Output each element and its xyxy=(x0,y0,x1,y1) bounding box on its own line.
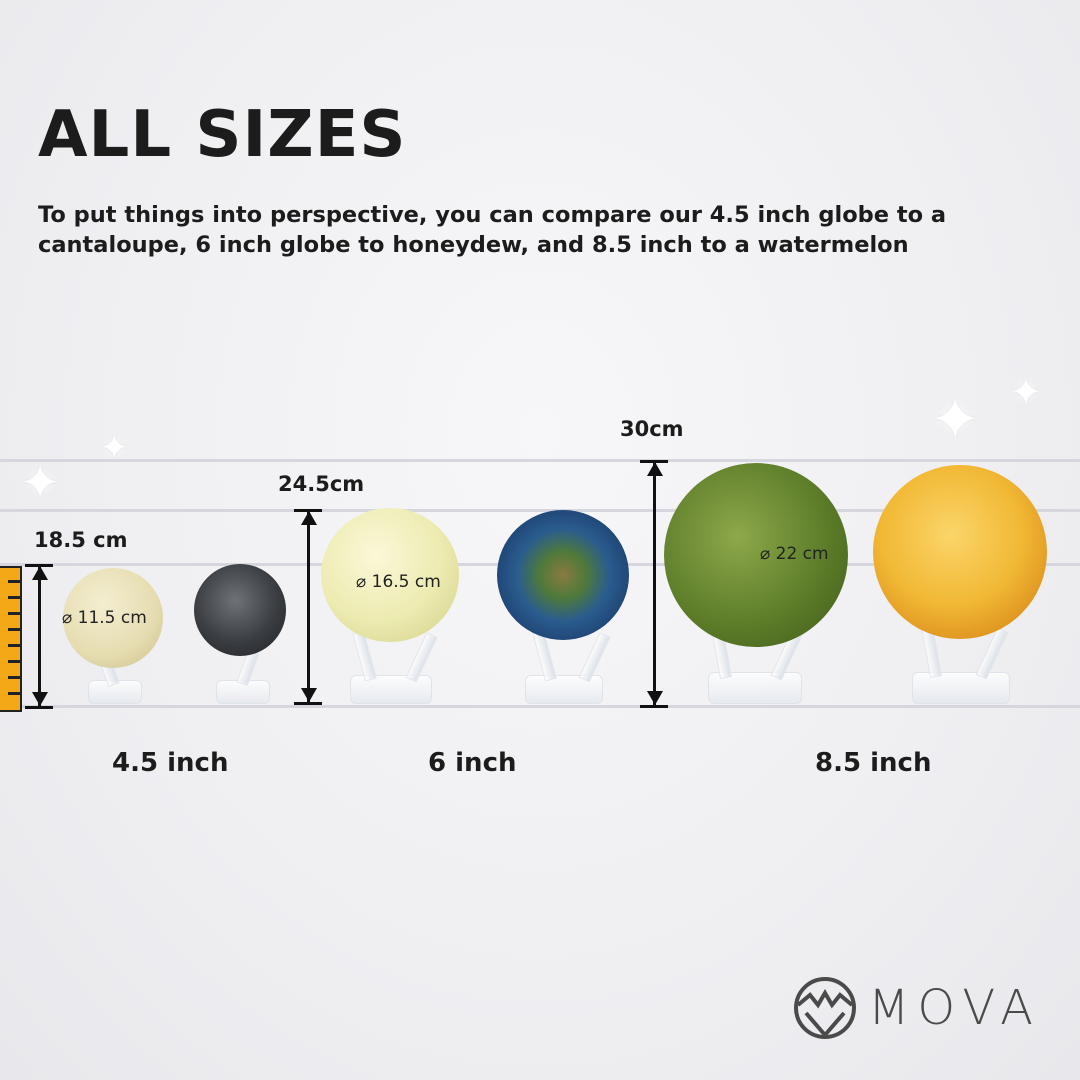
cantaloupe xyxy=(63,568,163,668)
base-line xyxy=(0,705,1080,708)
sparkle-icon: ✦ xyxy=(1010,370,1042,414)
diameter-label-medium: ⌀ 16.5 cm xyxy=(356,572,441,592)
stand xyxy=(350,675,432,704)
sparkle-icon: ✦ xyxy=(930,385,981,455)
stand xyxy=(912,672,1010,704)
size-label-large: 8.5 inch xyxy=(815,748,932,778)
diameter-label-large: ⌀ 22 cm xyxy=(760,544,829,564)
size-label-small: 4.5 inch xyxy=(112,748,229,778)
size-label-medium: 6 inch xyxy=(428,748,517,778)
brand-name: MOVA xyxy=(868,980,1041,1036)
diameter-label-small: ⌀ 11.5 cm xyxy=(62,608,147,628)
page-title: ALL SIZES xyxy=(38,98,407,172)
ruler-icon xyxy=(0,566,22,712)
watermelon xyxy=(664,463,848,647)
moon-globe xyxy=(194,564,286,656)
stand xyxy=(708,672,802,704)
height-label-medium: 24.5cm xyxy=(278,472,365,496)
subtitle: To put things into perspective, you can … xyxy=(38,202,947,258)
earth-globe xyxy=(497,510,629,640)
height-label-small: 18.5 cm xyxy=(34,528,128,552)
mova-logo-icon xyxy=(792,975,858,1041)
guide-line-30 xyxy=(0,459,1080,462)
guide-line-24 xyxy=(0,509,1080,512)
stand xyxy=(525,675,603,704)
height-label-large: 30cm xyxy=(620,417,684,441)
sparkle-icon: ✦ xyxy=(20,455,61,511)
honeydew xyxy=(321,508,459,642)
sparkle-icon: ✦ xyxy=(100,428,129,468)
sun-globe xyxy=(873,465,1047,639)
